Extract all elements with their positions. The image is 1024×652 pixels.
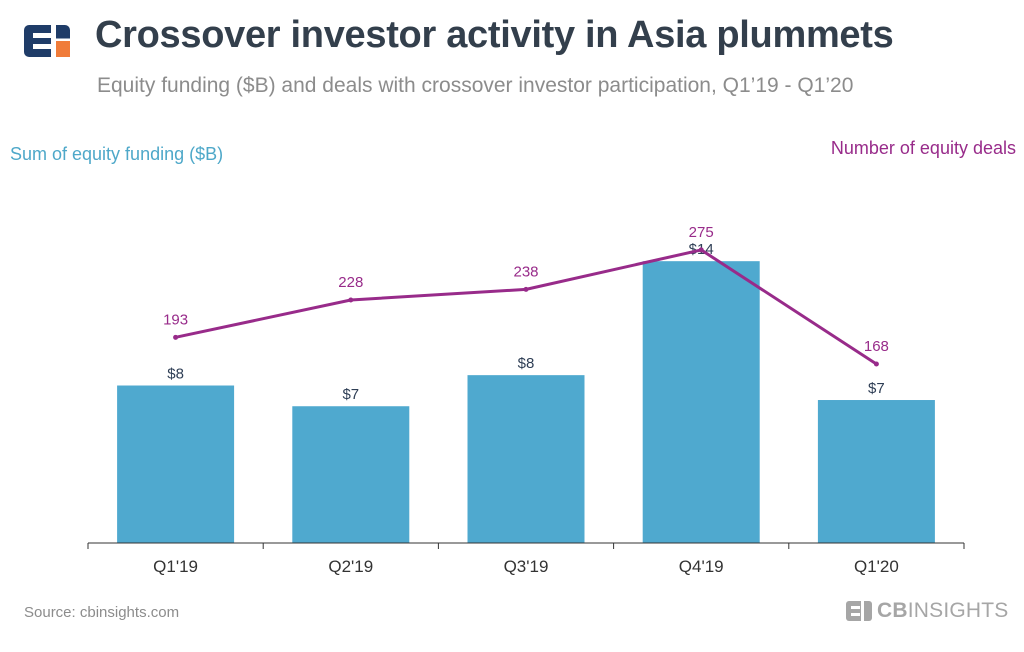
x-tick-label: Q4'19	[679, 557, 724, 576]
x-tick-label: Q1'19	[153, 557, 198, 576]
funding-bar-label: $8	[518, 355, 535, 372]
deals-point	[523, 286, 529, 292]
funding-bar	[642, 261, 760, 543]
funding-bar-label: $8	[167, 366, 184, 383]
cb-insights-logo-icon	[24, 25, 70, 57]
deals-data-label: 168	[864, 338, 889, 355]
funding-bar	[467, 375, 585, 543]
deals-point	[348, 297, 354, 303]
chart-title: Crossover investor activity in Asia plum…	[95, 14, 894, 56]
funding-bar	[817, 400, 935, 543]
deals-point	[698, 247, 704, 253]
funding-bar	[292, 406, 410, 543]
chart-subtitle: Equity funding ($B) and deals with cross…	[97, 74, 854, 97]
brand-wordmark: CBINSIGHTS	[877, 599, 1009, 622]
funding-bar-label: $7	[342, 386, 359, 403]
deals-point	[173, 334, 179, 340]
deals-data-label: 193	[163, 311, 188, 328]
deals-data-label: 228	[338, 274, 363, 291]
right-axis-label: Number of equity deals	[830, 138, 1016, 158]
cb-insights-mark-icon	[846, 601, 872, 621]
x-tick-label: Q2'19	[328, 557, 373, 576]
deals-data-label: 238	[513, 263, 538, 280]
funding-bar	[117, 385, 235, 543]
x-tick-label: Q3'19	[504, 557, 549, 576]
left-axis-label: Sum of equity funding ($B)	[10, 144, 224, 164]
cb-insights-wordmark-icon: CBINSIGHTS	[846, 598, 1009, 624]
funding-bar-label: $7	[868, 380, 885, 397]
deals-point	[873, 361, 879, 367]
source-text: Source: cbinsights.com	[24, 604, 180, 621]
x-tick-label: Q1'20	[854, 557, 899, 576]
deals-data-label: 275	[689, 224, 714, 241]
